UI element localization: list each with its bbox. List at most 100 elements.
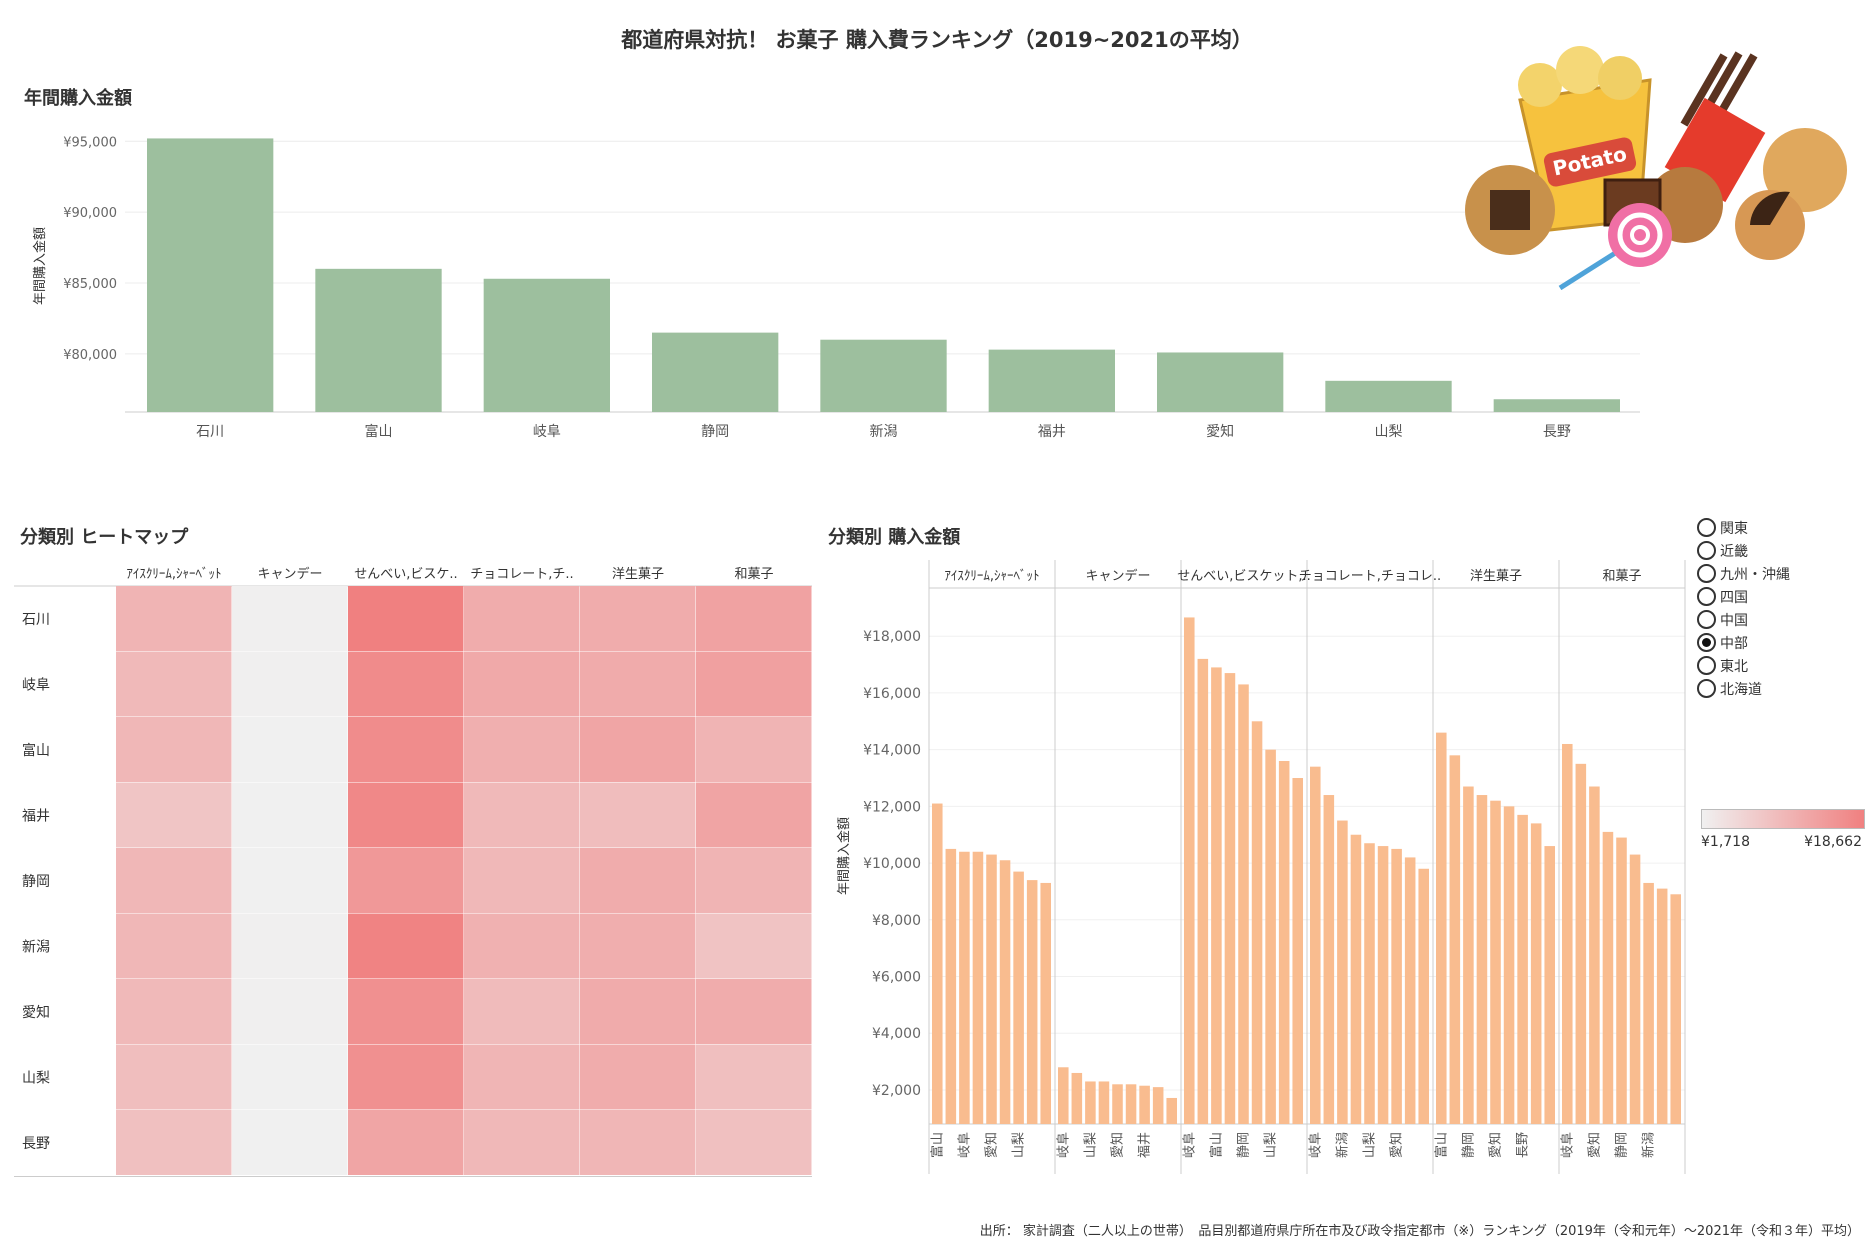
bar <box>1026 880 1038 1124</box>
region-option-label: 北海道 <box>1720 681 1762 698</box>
region-option[interactable]: 四国 <box>1697 585 1790 608</box>
x-tick-label: 山梨 <box>1012 1132 1027 1158</box>
bar <box>1157 352 1284 412</box>
heatmap-cell <box>696 586 812 651</box>
y-tick-label: ¥6,000 <box>872 970 921 986</box>
panel-header: 和菓子 <box>1602 569 1641 584</box>
heatmap-cell <box>464 1110 580 1175</box>
snack-illustration-image: Potato <box>1465 46 1847 290</box>
radio-button[interactable] <box>1697 587 1716 606</box>
category-heatmap: ｱｲｽｸﾘｰﾑ,ｼｬｰﾍﾞｯﾄ キャンデー せんべい,ビスケ.. チョコレート,チ..… <box>14 566 812 1177</box>
bar <box>1224 673 1236 1124</box>
y-axis-label: 年間購入金額 <box>836 817 852 895</box>
heatmap-cell <box>232 717 348 782</box>
heatmap-row-label: 山梨 <box>22 1070 50 1086</box>
radio-button[interactable] <box>1697 656 1716 675</box>
region-option[interactable]: 北海道 <box>1697 677 1790 700</box>
radio-button[interactable] <box>1697 541 1716 560</box>
region-option[interactable]: 関東 <box>1697 516 1790 539</box>
heatmap-cell <box>696 782 812 848</box>
bar <box>972 851 984 1124</box>
color-scale-max: ¥18,662 <box>1804 834 1862 850</box>
bar <box>999 860 1011 1124</box>
heatmap-cell <box>464 782 580 848</box>
x-tick-label: 山梨 <box>1083 1132 1098 1158</box>
heatmap-row-label: 長野 <box>22 1136 50 1152</box>
heatmap-cell <box>348 1110 464 1175</box>
region-filter[interactable]: 関東近畿九州・沖縄 四国中国中部 東北北海道 <box>1697 516 1790 700</box>
radio-button[interactable] <box>1697 679 1716 698</box>
color-scale-bar <box>1701 809 1865 829</box>
panel-header: キャンデー <box>1085 568 1150 584</box>
category-bar-chart: ¥2,000 ¥4,000 ¥6,000 ¥8,000 ¥10,000 ¥12,000 ¥1… <box>836 560 1686 1174</box>
y-tick-label: ¥90,000 <box>63 206 117 221</box>
bar <box>1364 843 1375 1124</box>
heatmap-cell <box>348 586 464 651</box>
heatmap-row-label: 静岡 <box>22 874 50 890</box>
x-tick-label: 富山 <box>365 423 393 440</box>
x-tick-label: 岐阜 <box>533 423 561 440</box>
bar <box>652 332 779 412</box>
panel-header: せんべい,ビスケット,.. <box>1177 569 1311 584</box>
bar <box>1337 820 1348 1124</box>
bar <box>1670 894 1681 1124</box>
y-tick-label: ¥85,000 <box>63 277 117 292</box>
x-tick-label: 愛知 <box>984 1132 1000 1158</box>
bar <box>1418 868 1429 1124</box>
annual-chart-title: 年間購入金額 <box>24 88 132 109</box>
bar <box>1517 814 1528 1124</box>
annual-bar-chart: ¥80,000 ¥85,000 ¥90,000 ¥95,000 石川 富山 岐阜 静岡 新潟 福井… <box>32 135 1640 440</box>
heatmap-row-label: 新潟 <box>22 939 50 955</box>
region-option[interactable]: 九州・沖縄 <box>1697 562 1790 585</box>
heatmap-cell <box>348 717 464 782</box>
heatmap-cell <box>116 782 232 848</box>
cookies <box>1465 128 1847 260</box>
heatmap-cell <box>116 717 232 782</box>
heatmap-cell <box>348 848 464 913</box>
heatmap-cell <box>464 717 580 782</box>
radio-button[interactable] <box>1697 610 1716 629</box>
heatmap-cell <box>696 913 812 979</box>
heatmap-cell <box>232 586 348 651</box>
region-option-label: 中国 <box>1720 612 1748 629</box>
region-option[interactable]: 中部 <box>1697 631 1790 654</box>
bar <box>1643 882 1654 1124</box>
radio-button[interactable] <box>1697 518 1716 537</box>
region-option[interactable]: 近畿 <box>1697 539 1790 562</box>
x-tick-label: 山梨 <box>1363 1132 1378 1158</box>
heatmap-row-label: 岐阜 <box>22 676 50 693</box>
bar <box>1629 854 1641 1124</box>
y-tick-label: ¥12,000 <box>863 799 921 815</box>
bar <box>1098 1081 1110 1124</box>
bar <box>1058 1067 1069 1124</box>
radio-button[interactable] <box>1697 564 1716 583</box>
x-tick-label: 富山 <box>1433 1132 1449 1158</box>
chips-bag: Potato <box>1518 46 1652 232</box>
heatmap-cell <box>232 1110 348 1175</box>
x-tick-label: 富山 <box>1208 1132 1224 1158</box>
heatmap-cell <box>464 586 580 651</box>
color-scale-min: ¥1,718 <box>1701 834 1750 850</box>
heatmap-cell <box>232 848 348 913</box>
region-option[interactable]: 中国 <box>1697 608 1790 631</box>
x-tick-label: 岐阜 <box>1055 1132 1071 1158</box>
heatmap-row-label: 富山 <box>22 742 50 759</box>
bar <box>1125 1084 1137 1124</box>
bar <box>1013 871 1024 1124</box>
heatmap-cell <box>580 848 696 913</box>
category-chart-title: 分類別 購入金額 <box>828 527 961 548</box>
y-tick-label: ¥8,000 <box>872 913 921 929</box>
bar <box>1589 786 1600 1124</box>
x-tick-label: 愛知 <box>1389 1132 1405 1158</box>
region-option-label: 近畿 <box>1720 543 1748 560</box>
y-tick-label: ¥2,000 <box>872 1083 921 1099</box>
x-tick-label: 長野 <box>1543 424 1571 440</box>
bar <box>1493 399 1620 412</box>
heatmap-cell <box>580 979 696 1044</box>
bar <box>1616 837 1627 1124</box>
bar <box>1139 1085 1150 1124</box>
lollipop <box>1558 203 1672 290</box>
bar <box>147 138 274 412</box>
radio-button[interactable] <box>1697 633 1716 652</box>
region-option[interactable]: 東北 <box>1697 654 1790 677</box>
